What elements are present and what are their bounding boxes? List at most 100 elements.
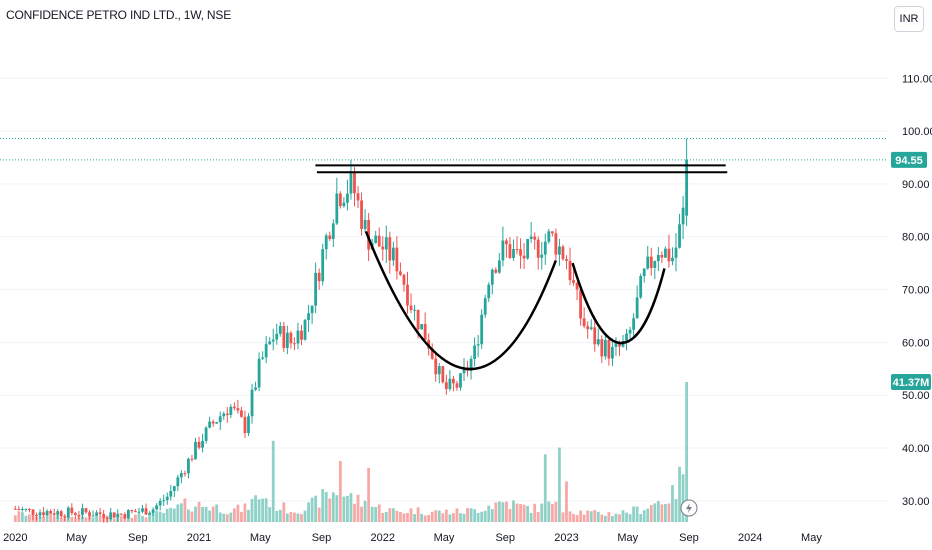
price-axis[interactable]: 30.00 40.00 50.00 60.00 70.00 80.00 90.00 100.0… bbox=[902, 73, 932, 508]
candle-body bbox=[271, 339, 275, 342]
candle-body bbox=[455, 383, 459, 388]
volume-bar bbox=[169, 507, 173, 522]
axis-markers: 94.55 41.37M bbox=[680, 151, 931, 517]
candle-body bbox=[45, 511, 49, 515]
candle-body bbox=[618, 342, 621, 347]
volume-bar bbox=[515, 503, 519, 522]
candle-body bbox=[653, 261, 657, 268]
candle-body bbox=[681, 207, 685, 225]
candle-body bbox=[554, 233, 558, 255]
candle-body bbox=[664, 248, 667, 258]
volume-bar bbox=[554, 501, 558, 522]
volume-bar bbox=[678, 466, 681, 522]
volume-bar bbox=[434, 510, 438, 522]
y-tick-label: 90.00 bbox=[902, 179, 930, 191]
candle-body bbox=[575, 282, 579, 290]
volume-bar bbox=[512, 500, 515, 522]
candle-body bbox=[247, 416, 250, 434]
volume-bar bbox=[639, 514, 643, 522]
volume-bar bbox=[59, 518, 63, 522]
candle-body bbox=[558, 246, 561, 255]
volume-bar bbox=[607, 512, 611, 522]
candle-body bbox=[95, 512, 98, 516]
time-axis[interactable]: 2020 May Sep 2021 May Sep 2022 May Sep 2023 May Sep… bbox=[3, 532, 822, 544]
candle-body bbox=[572, 280, 575, 283]
candle-body bbox=[261, 357, 265, 359]
candle-body bbox=[671, 257, 674, 262]
volume-bar bbox=[282, 502, 286, 522]
x-tick-label: Sep bbox=[679, 532, 699, 544]
candle-body bbox=[356, 193, 360, 201]
candle-body bbox=[589, 327, 593, 330]
candle-body bbox=[81, 508, 84, 515]
volume-bar bbox=[490, 509, 494, 522]
candle-body bbox=[56, 511, 60, 515]
volume-bar bbox=[494, 502, 498, 522]
candle-body bbox=[151, 509, 155, 513]
candle-body bbox=[63, 516, 67, 518]
x-tick-label: May bbox=[434, 532, 455, 544]
volume-bar bbox=[466, 508, 469, 522]
candle-body bbox=[282, 326, 286, 348]
candle-body bbox=[324, 235, 328, 250]
volume-bar bbox=[268, 507, 272, 522]
candle-body bbox=[190, 458, 194, 460]
candle-body bbox=[568, 260, 572, 281]
candle-body bbox=[448, 378, 452, 390]
cup-curve[interactable] bbox=[364, 230, 557, 371]
volume-bar bbox=[437, 510, 441, 522]
volume-bar bbox=[84, 517, 88, 522]
volume-bar bbox=[346, 495, 349, 522]
candle-body bbox=[685, 159, 689, 216]
currency-selector[interactable]: INR bbox=[894, 6, 924, 32]
candle-body bbox=[547, 231, 551, 242]
candle-body bbox=[112, 512, 116, 518]
volume-bar bbox=[685, 382, 689, 522]
volume-bar bbox=[162, 513, 166, 522]
candle-body bbox=[42, 512, 45, 515]
volume-bar bbox=[572, 514, 575, 522]
volume-bar bbox=[81, 516, 84, 522]
volume-bar bbox=[20, 512, 24, 522]
volume-bar bbox=[476, 512, 480, 522]
candle-body bbox=[321, 249, 325, 282]
volume-bar bbox=[243, 503, 247, 522]
candle-body bbox=[176, 477, 180, 487]
volume-bar bbox=[229, 512, 233, 522]
candle-body bbox=[31, 509, 35, 515]
volume-bar bbox=[137, 513, 141, 522]
candle-body bbox=[649, 256, 653, 268]
candle-body bbox=[225, 413, 229, 415]
candle-body bbox=[278, 326, 282, 334]
candle-body bbox=[307, 313, 310, 320]
candle-body bbox=[165, 496, 169, 501]
volume-bar bbox=[568, 511, 572, 522]
volume-bar bbox=[360, 506, 363, 522]
volume-bar bbox=[374, 506, 378, 522]
y-tick-label: 100.00 bbox=[902, 126, 932, 138]
volume-bar bbox=[395, 510, 399, 522]
volume-bar bbox=[261, 498, 265, 522]
candle-body bbox=[593, 327, 597, 345]
candle-body bbox=[508, 244, 512, 258]
candle-body bbox=[519, 249, 522, 256]
volume-bar bbox=[225, 514, 229, 522]
candle-body bbox=[70, 507, 74, 514]
volume-label: 41.37M bbox=[893, 377, 930, 389]
candle-body bbox=[194, 441, 197, 460]
volume-bar bbox=[275, 510, 279, 522]
handle-curve[interactable] bbox=[571, 262, 666, 345]
volume-bar bbox=[218, 512, 222, 522]
candle-body bbox=[603, 339, 607, 357]
candle-body bbox=[116, 513, 120, 518]
volume-bar bbox=[324, 491, 328, 522]
candle-body bbox=[363, 219, 367, 229]
candle-body bbox=[240, 410, 243, 417]
candle-body bbox=[17, 508, 21, 511]
candle-body bbox=[565, 259, 568, 261]
candle-body bbox=[533, 236, 537, 240]
volume-bar bbox=[98, 516, 102, 522]
volume-bar bbox=[187, 509, 190, 522]
volume-bar bbox=[271, 440, 275, 522]
